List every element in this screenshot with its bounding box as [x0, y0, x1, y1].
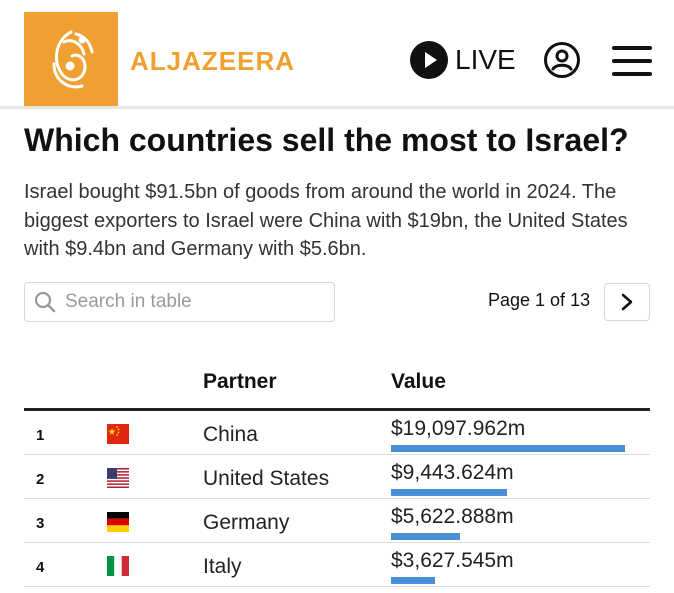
- china-flag-icon: [107, 424, 129, 444]
- partner-cell: Italy: [203, 555, 242, 578]
- germany-flag-icon: [107, 512, 129, 532]
- value-cell: $3,627.545m: [391, 549, 514, 572]
- article-description: Israel bought $91.5bn of goods from arou…: [24, 181, 628, 260]
- value-bar: [391, 533, 460, 540]
- value-bar: [391, 445, 625, 452]
- hamburger-menu-icon[interactable]: [612, 44, 652, 78]
- column-header-partner[interactable]: Partner: [203, 370, 277, 393]
- partner-cell: Germany: [203, 511, 290, 534]
- page-indicator: Page 1 of 13: [488, 290, 591, 310]
- search-icon: [34, 291, 56, 313]
- table-row: 4 Italy $3,627.545m: [24, 543, 650, 587]
- partner-cell: United States: [203, 467, 330, 490]
- account-icon[interactable]: [543, 41, 581, 79]
- partner-cell: China: [203, 423, 258, 446]
- value-bar: [391, 577, 435, 584]
- value-cell: $19,097.962m: [391, 417, 526, 440]
- value-cell: $5,622.888m: [391, 505, 514, 528]
- search-input[interactable]: [65, 291, 315, 313]
- value-cell: $9,443.624m: [391, 461, 514, 484]
- table-row: 1 China $19,097.962m: [24, 411, 650, 455]
- rank-cell: 3: [36, 515, 45, 532]
- table-header-rule: [24, 408, 650, 411]
- brand-wordmark[interactable]: ALJAZEERA: [130, 46, 296, 76]
- table-row: 2 United States $9,443.624m: [24, 455, 650, 499]
- us-flag-icon: [107, 468, 129, 488]
- aljazeera-logo-icon[interactable]: [24, 12, 118, 106]
- table-row: 3 Germany $5,622.888m: [24, 499, 650, 543]
- next-page-button[interactable]: [604, 283, 650, 321]
- rank-cell: 1: [36, 427, 45, 444]
- rank-cell: 2: [36, 471, 45, 488]
- site-header: ALJAZEERA LIVE: [0, 0, 674, 109]
- italy-flag-icon: [107, 556, 129, 576]
- column-header-value[interactable]: Value: [391, 370, 446, 393]
- value-bar: [391, 489, 507, 496]
- page-title: Which countries sell the most to Israel?: [24, 122, 629, 158]
- chevron-right-icon: [621, 293, 633, 311]
- live-label: LIVE: [455, 44, 516, 75]
- live-button[interactable]: LIVE: [410, 40, 516, 80]
- rank-cell: 4: [36, 559, 45, 576]
- table-search[interactable]: [24, 282, 335, 322]
- play-icon: [410, 41, 448, 79]
